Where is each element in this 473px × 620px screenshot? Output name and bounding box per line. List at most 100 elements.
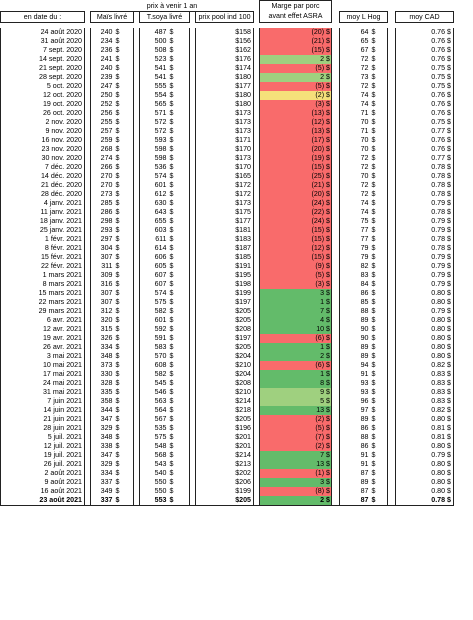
margin-value: 13 $ [259,459,332,469]
hog-value: 97 [339,405,370,415]
hog-currency: $ [369,315,388,325]
mais-value: 320 [90,315,114,325]
date: 31 août 2020 [0,36,85,46]
hog-value: 70 [339,135,370,145]
date: 26 juil. 2021 [0,459,85,469]
date: 8 févr. 2021 [0,243,85,253]
hog-value: 83 [339,270,370,280]
hog-value: 93 [339,387,370,397]
cad-value: 0.78 $ [395,207,454,217]
cad-value: 0.78 $ [395,162,454,172]
hog-currency: $ [369,333,388,343]
mais-currency: $ [113,234,134,244]
mais-value: 315 [90,324,114,334]
hog-value: 87 [339,486,370,496]
pool-column-header: prix pool ind 100 [195,10,254,23]
soya-currency: $ [167,153,190,163]
date: 24 mai 2021 [0,378,85,388]
soya-value: 545 [139,378,168,388]
mais-currency: $ [113,36,134,46]
soya-value: 563 [139,396,168,406]
pool-price: $173 [195,198,254,208]
pool-price: $191 [195,261,254,271]
mais-value: 255 [90,117,114,127]
table-row: 14 juin 2021 344 $564 $ $218 13 $97 $0.82 $ [0,405,454,415]
mais-value: 347 [90,450,114,460]
soya-value: 550 [139,477,168,487]
cad-value: 0.80 $ [395,486,454,496]
soya-currency: $ [167,207,190,217]
mais-currency: $ [113,414,134,424]
soya-value: 571 [139,108,168,118]
hog-currency: $ [369,432,388,442]
mais-currency: $ [113,297,134,307]
soya-value: 554 [139,90,168,100]
cad-value: 0.79 $ [395,279,454,289]
cad-value: 0.80 $ [395,351,454,361]
hog-currency: $ [369,360,388,370]
margin-value: (12) $ [259,243,332,253]
mais-value: 330 [90,369,114,379]
table-row: 31 août 2020 234 $500 $ $156 (21) $65 $0.76 $ [0,36,454,46]
mais-value: 347 [90,414,114,424]
cad-value: 0.82 $ [395,360,454,370]
header-row-2: en date du : Maïs livré T.soya livré pri… [0,10,454,23]
table-row: 5 juil. 2021 348 $575 $ $201 (7) $88 $0.81 $ [0,432,454,442]
table-row: 2 nov. 2020 255 $572 $ $173 (12) $70 $0.75 $ [0,117,454,127]
date: 2 nov. 2020 [0,117,85,127]
date: 25 janv. 2021 [0,225,85,235]
date: 14 juin 2021 [0,405,85,415]
date: 14 sept. 2020 [0,54,85,64]
hog-currency: $ [369,99,388,109]
table-row: 26 avr. 2021 334 $583 $ $205 1 $89 $0.80 $ [0,342,454,352]
hog-value: 71 [339,108,370,118]
cad-value: 0.76 $ [395,135,454,145]
hog-value: 93 [339,378,370,388]
cad-value: 0.80 $ [395,414,454,424]
date: 26 oct. 2020 [0,108,85,118]
mais-value: 239 [90,72,114,82]
hog-value: 72 [339,162,370,172]
date: 17 mai 2021 [0,369,85,379]
hog-value: 67 [339,45,370,55]
margin-value: (22) $ [259,207,332,217]
pool-price: $204 [195,369,254,379]
cad-value: 0.78 $ [395,234,454,244]
pool-price: $180 [195,72,254,82]
soya-value: 605 [139,261,168,271]
date: 28 juin 2021 [0,423,85,433]
hog-value: 79 [339,252,370,262]
margin-value: (13) $ [259,126,332,136]
mais-currency: $ [113,495,134,506]
soya-value: 548 [139,441,168,451]
date: 5 oct. 2020 [0,81,85,91]
soya-value: 593 [139,135,168,145]
margin-value: (12) $ [259,117,332,127]
table-row: 22 févr. 2021 311 $605 $ $191 (9) $82 $0.79 $ [0,261,454,271]
hog-value: 89 [339,477,370,487]
price-table: prix à venir 1 an Marge par porc en date… [0,0,454,506]
pool-price: $195 [195,270,254,280]
mais-currency: $ [113,450,134,460]
cad-value: 0.75 $ [395,72,454,82]
date: 12 avr. 2021 [0,324,85,334]
table-row: 12 juil. 2021 338 $548 $ $201 (2) $86 $0.80 $ [0,441,454,451]
soya-value: 541 [139,72,168,82]
hog-currency: $ [369,207,388,217]
soya-currency: $ [167,27,190,37]
soya-value: 564 [139,405,168,415]
hog-currency: $ [369,369,388,379]
soya-currency: $ [167,234,190,244]
table-row: 19 oct. 2020 252 $565 $ $180 (3) $74 $0.76 $ [0,99,454,109]
date: 21 sept. 2020 [0,63,85,73]
hog-value: 89 [339,342,370,352]
cad-value: 0.78 $ [395,189,454,199]
mais-currency: $ [113,387,134,397]
margin-value: 7 $ [259,306,332,316]
soya-value: 591 [139,333,168,343]
mais-value: 316 [90,279,114,289]
cad-value: 0.76 $ [395,36,454,46]
mais-value: 307 [90,252,114,262]
hog-currency: $ [369,351,388,361]
table-row: 19 avr. 2021 326 $591 $ $197 (6) $90 $0.80 $ [0,333,454,343]
